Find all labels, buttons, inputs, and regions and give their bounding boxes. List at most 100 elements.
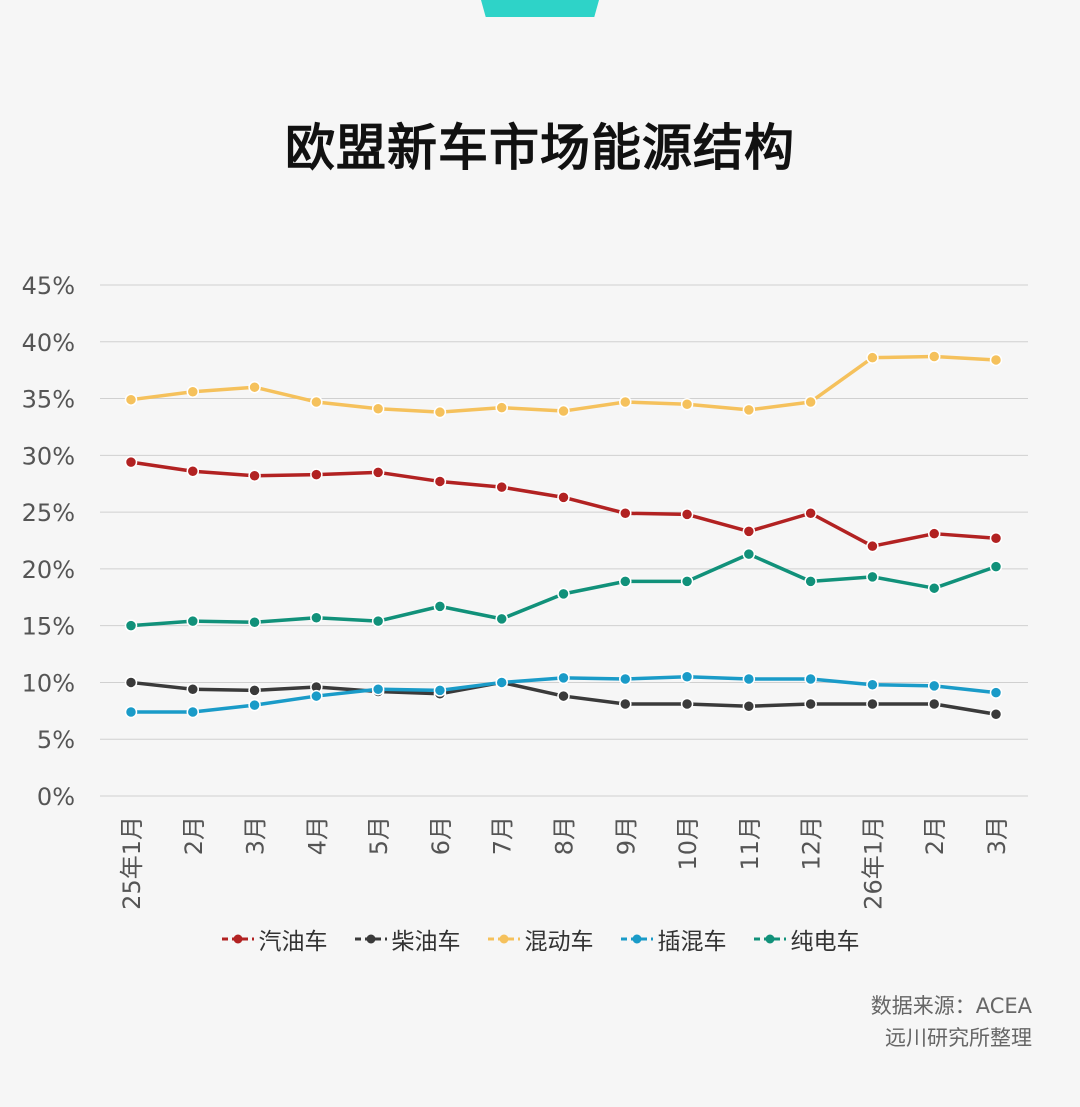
- top-accent-tab: [481, 0, 599, 17]
- data-point: [680, 575, 694, 588]
- data-point: [310, 395, 323, 409]
- data-point: [619, 575, 632, 588]
- data-point: [371, 614, 385, 628]
- data-point: [248, 380, 261, 394]
- y-tick-label: 10%: [22, 669, 75, 697]
- y-tick-label: 15%: [22, 613, 75, 641]
- data-point: [804, 697, 817, 711]
- data-point: [248, 469, 261, 483]
- data-point: [680, 397, 694, 411]
- y-tick-label: 5%: [37, 726, 75, 754]
- legend-item: 纯电车: [753, 922, 860, 956]
- legend-label: 汽油车: [258, 929, 328, 955]
- x-tick-label: 25年1月: [118, 816, 146, 910]
- y-tick-label: 30%: [22, 442, 75, 470]
- data-point: [186, 705, 200, 719]
- data-point: [989, 707, 1003, 721]
- data-point: [989, 686, 1003, 699]
- chart-legend: 汽油车 柴油车 混动车 插混车 纯电车: [0, 922, 1080, 956]
- data-point: [557, 404, 570, 418]
- data-point: [124, 619, 138, 632]
- data-point: [495, 401, 508, 414]
- data-point: [557, 587, 570, 601]
- data-point: [927, 697, 941, 711]
- data-point: [619, 506, 632, 520]
- y-tick-label: 0%: [37, 783, 75, 811]
- x-tick-label: 3月: [983, 816, 1011, 855]
- data-point: [742, 525, 756, 538]
- data-point: [804, 506, 817, 520]
- data-point: [124, 676, 138, 689]
- legend-item: 柴油车: [354, 922, 461, 956]
- data-point: [310, 689, 323, 703]
- data-point: [310, 611, 323, 624]
- y-tick-label: 45%: [22, 272, 75, 300]
- legend-swatch: [487, 934, 520, 944]
- data-point: [866, 570, 879, 584]
- series-line-2: [129, 354, 998, 414]
- data-point: [619, 395, 632, 409]
- x-tick-label: 4月: [303, 816, 331, 855]
- x-tick-label: 6月: [427, 816, 455, 855]
- x-tick-label: 5月: [365, 816, 393, 855]
- data-point: [371, 402, 385, 416]
- data-point: [124, 705, 138, 719]
- y-tick-label: 40%: [22, 329, 75, 357]
- data-point: [804, 575, 817, 588]
- data-point: [989, 531, 1003, 545]
- data-point: [680, 508, 694, 521]
- data-source-note: 数据来源：ACEA 远川研究所整理: [871, 990, 1032, 1054]
- data-point: [495, 612, 508, 626]
- legend-swatch: [620, 934, 653, 944]
- data-point: [989, 353, 1003, 367]
- data-point: [495, 676, 508, 689]
- source-line-1: 数据来源：ACEA: [870, 994, 1032, 1018]
- legend-swatch: [753, 934, 786, 944]
- legend-label: 插混车: [657, 929, 727, 955]
- data-point: [371, 466, 385, 479]
- data-point: [124, 393, 138, 406]
- data-point: [248, 616, 261, 629]
- x-tick-label: 8月: [551, 816, 579, 855]
- x-tick-label: 7月: [489, 816, 517, 855]
- data-point: [989, 560, 1003, 573]
- data-point: [680, 697, 694, 711]
- data-point: [186, 614, 200, 628]
- y-tick-label: 35%: [22, 386, 75, 414]
- data-point: [742, 547, 756, 561]
- legend-item: 混动车: [487, 922, 594, 956]
- x-tick-label: 11月: [736, 816, 764, 871]
- data-point: [804, 672, 817, 686]
- data-point: [557, 491, 570, 504]
- data-point: [742, 403, 756, 417]
- data-point: [742, 672, 756, 686]
- data-point: [866, 351, 879, 364]
- legend-item: 汽油车: [221, 922, 328, 956]
- x-tick-label: 3月: [242, 816, 270, 855]
- legend-item: 插混车: [620, 922, 727, 956]
- data-point: [557, 689, 570, 703]
- x-tick-label: 9月: [612, 816, 640, 855]
- data-point: [371, 683, 385, 696]
- data-point: [866, 697, 879, 711]
- data-point: [495, 480, 508, 494]
- data-point: [866, 678, 879, 691]
- data-point: [804, 395, 817, 409]
- data-point: [310, 468, 323, 481]
- y-tick-label: 20%: [22, 556, 75, 584]
- data-point: [680, 670, 694, 684]
- data-point: [619, 672, 632, 686]
- data-point: [433, 600, 447, 613]
- data-point: [248, 684, 261, 697]
- data-point: [186, 385, 200, 398]
- data-point: [927, 581, 941, 595]
- legend-label: 纯电车: [790, 929, 860, 955]
- data-point: [124, 455, 138, 469]
- data-point: [248, 698, 261, 712]
- data-point: [557, 671, 570, 685]
- data-point: [866, 539, 879, 553]
- legend-label: 混动车: [524, 929, 594, 955]
- x-tick-label: 2月: [180, 816, 208, 855]
- data-point: [742, 700, 756, 713]
- data-point: [186, 683, 200, 696]
